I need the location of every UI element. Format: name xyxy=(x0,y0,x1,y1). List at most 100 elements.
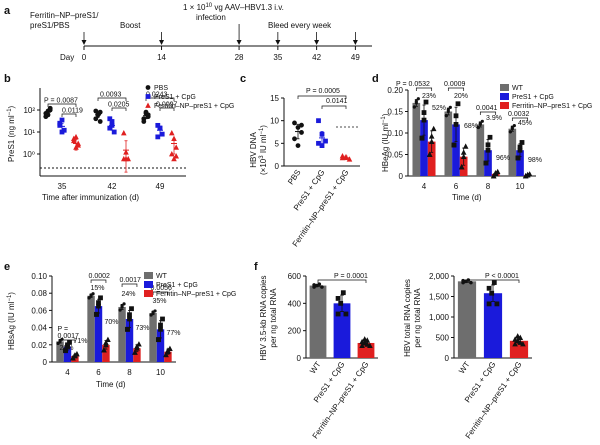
panel-e-point-0-4-3 xyxy=(56,341,60,346)
panel-d-point-1-10-2 xyxy=(519,140,525,145)
panel-d-legend-swatch-2 xyxy=(500,102,509,109)
panel-f2-point-1-3 xyxy=(494,301,500,307)
panel-c-point-1-2 xyxy=(323,138,328,144)
panel-d-point-1-4-1 xyxy=(421,117,427,123)
panel-f2-point-2-6 xyxy=(517,339,524,345)
panel-d-legend-swatch-1 xyxy=(500,93,509,100)
panel-c-point-1-0 xyxy=(316,118,321,124)
panel-e-bar-0-6 xyxy=(87,295,95,362)
panel-d-point-2-4-4 xyxy=(428,133,435,139)
panel-d-pct-0: 23% xyxy=(422,93,436,100)
panel-e-point-2-6-4 xyxy=(103,339,109,346)
panel-f1-ylabel-2: per ng total RNA xyxy=(269,288,278,348)
panel-d-bar-1-10 xyxy=(516,150,524,176)
panel-f2-bar-1 xyxy=(483,293,503,358)
panel-f1-ytick-label-0: 0 xyxy=(297,354,302,363)
panel-c-point-0-4 xyxy=(295,143,301,149)
panel-d-bracket-1 xyxy=(447,87,465,91)
panel-e-point-0-10-3 xyxy=(149,313,153,317)
panel-d-bar-1-6 xyxy=(452,124,460,176)
panel-e-pct-2: 15% xyxy=(91,285,105,292)
panel-e-point-2-10-3 xyxy=(163,351,169,358)
panel-e-point-1-8-2 xyxy=(129,306,134,312)
panel-d-bar-2-4 xyxy=(427,141,436,176)
panel-c-point-1-4 xyxy=(319,143,325,148)
timeline-bleed-label: Bleed every week xyxy=(268,21,332,30)
panel-f1-pvalue: P = 0.0001 xyxy=(334,273,368,280)
panel-e-pvalue-0: P = xyxy=(58,326,69,333)
panel-b-point-1-49-0 xyxy=(155,122,161,128)
panel-e-bracket-3 xyxy=(152,291,169,295)
panel-b-point-0-42-2 xyxy=(97,119,103,124)
panel-f1-point-0-4 xyxy=(312,283,316,287)
panel-d-pvalue-3: 0.0032 xyxy=(508,111,530,118)
panel-b-point-2-49-2 xyxy=(173,144,179,150)
panel-e-point-1-8-3 xyxy=(125,326,130,332)
panel-d-point-1-10-1 xyxy=(517,147,523,153)
panel-e-bar-2-8 xyxy=(133,348,141,362)
panel-c-xtick-label-0: PBS xyxy=(286,168,303,186)
panel-b-xtick-label-35: 35 xyxy=(58,182,67,191)
panel-f1-xtick-label-0: WT xyxy=(308,360,323,375)
panel-e-point-0-8-3 xyxy=(118,308,122,312)
panel-e-point-1-6-1 xyxy=(96,303,101,309)
panel-d-point-2-4-1 xyxy=(428,138,435,144)
panel-d-point-0-6-4 xyxy=(446,108,450,112)
panel-f2-point-0-4 xyxy=(461,278,465,283)
timeline-day-label: Day xyxy=(60,53,74,62)
panel-f1-bar-1 xyxy=(333,303,351,358)
panel-c-ylabel-2: (×103 IU ml−1) xyxy=(259,125,268,175)
panel-b-point-2-49-0 xyxy=(169,130,175,136)
panel-d-pct-3: 68% xyxy=(464,123,478,130)
panel-f2-point-2-0 xyxy=(512,340,518,347)
panel-d-xtick-label-10: 10 xyxy=(516,182,525,191)
panel-d-ytick-label-4: 0.20 xyxy=(387,86,403,95)
panel-e-point-1-8-4 xyxy=(127,312,132,318)
panel-d-ylabel: HBeAg (IU ml−1) xyxy=(381,113,390,172)
panel-e-point-1-4-2 xyxy=(67,339,72,345)
panel-b-pvalue-0: P = 0.0087 xyxy=(44,98,78,105)
panel-d-bar-0-8 xyxy=(476,124,485,176)
panel-d-point-2-4-3 xyxy=(426,151,433,157)
panel-e-point-2-10-4 xyxy=(165,347,171,353)
panel-d-point-0-8-4 xyxy=(478,121,482,125)
panel-e-bracket-0 xyxy=(59,339,76,343)
panel-e-bar-1-8 xyxy=(125,319,134,362)
panel-d-legend-label-1: PreS1 + CpG xyxy=(512,94,554,101)
timeline-day-35: 35 xyxy=(273,53,282,62)
panel-f2-xtick-label-0: WT xyxy=(457,360,472,375)
panel-e-point-1-10-3 xyxy=(156,337,161,343)
panel-b-point-1-42-1 xyxy=(109,119,115,124)
panel-f2-point-2-5 xyxy=(514,333,521,339)
panel-b-point-0-49-5 xyxy=(145,114,151,120)
timeline-day-42: 42 xyxy=(312,53,321,62)
panel-b-pvalue-4: 0.0243 xyxy=(146,92,168,99)
panel-d-point-1-4-3 xyxy=(419,135,425,141)
timeline-day-49: 49 xyxy=(351,53,360,62)
panel-d-pct-5: 96% xyxy=(496,155,510,162)
panel-e-pct-6: 35% xyxy=(153,298,167,305)
panel-letter-e: e xyxy=(4,261,10,273)
panel-b-bracket-1 xyxy=(61,113,77,117)
panel-e-ytick-label-1: 0.02 xyxy=(31,341,47,350)
panel-f1-point-2-6 xyxy=(364,341,371,347)
panel-d-point-2-4-2 xyxy=(430,125,437,132)
panel-d-point-1-8-4 xyxy=(485,142,491,148)
panel-d-pct-1: 52% xyxy=(432,105,446,112)
panel-b-point-1-35-4 xyxy=(59,129,65,135)
panel-b-bracket-0 xyxy=(47,103,77,107)
panel-b-point-0-42-5 xyxy=(97,109,103,115)
panel-e-pct-0: 26% xyxy=(60,345,74,352)
panel-c-ytick-label-0: 0 xyxy=(275,162,280,171)
timeline-day-0: 0 xyxy=(82,53,87,62)
panel-e-legend-label-1: PreS1 + CpG xyxy=(156,282,198,289)
panel-e-point-2-4-4 xyxy=(72,352,78,358)
panel-f2-point-2-4 xyxy=(512,336,518,342)
panel-d-point-0-10-3 xyxy=(508,130,512,134)
panel-d-point-1-10-4 xyxy=(517,144,523,150)
panel-d-point-0-8-3 xyxy=(476,125,480,130)
panel-f2-pvalue: P < 0.0001 xyxy=(485,273,519,280)
panel-c-pvalue-0: P = 0.0005 xyxy=(306,88,340,95)
panel-f1-ytick-label-1: 200 xyxy=(288,327,302,336)
panel-d-bar-1-4 xyxy=(420,120,428,176)
